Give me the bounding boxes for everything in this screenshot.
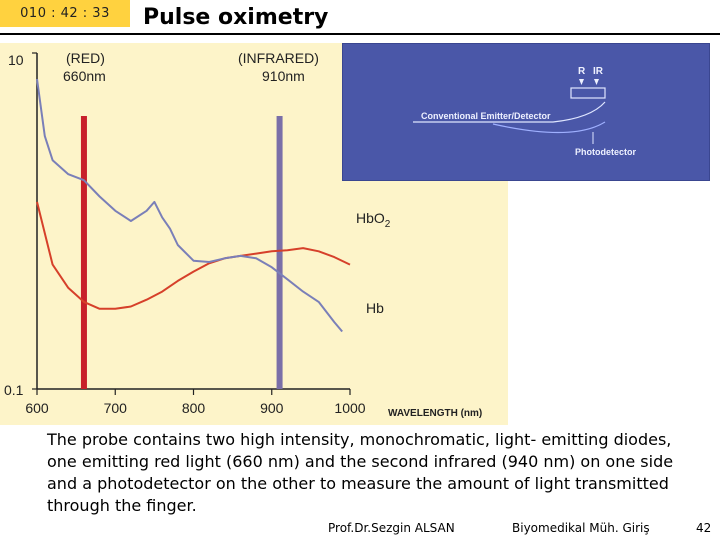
footer-author: Prof.Dr.Sezgin ALSAN: [328, 521, 455, 535]
x-tick-label-700: 700: [104, 400, 128, 416]
y-tick-label-bottom: 0.1: [4, 382, 24, 398]
footer-course: Biyomedikal Müh. Giriş: [512, 521, 650, 535]
series-label-hb: Hb: [366, 300, 384, 316]
x-tick-label-1000: 1000: [334, 400, 365, 416]
emitter-housing: [570, 87, 606, 99]
light-path-line: [492, 121, 606, 134]
y-tick-label-top: 10: [8, 52, 24, 68]
photodetector-label: Photodetector: [575, 147, 636, 157]
red-band-bar: [80, 116, 87, 389]
wavelength-bands: [80, 116, 283, 389]
series-lines: [36, 78, 351, 333]
slide-title: Pulse oximetry: [143, 5, 329, 30]
red-band-label: (RED): [66, 50, 105, 66]
timer-display: 010 : 42 : 33: [0, 0, 130, 27]
series-line-hbo2: [36, 201, 351, 310]
x-ticks: 600 700 800 900 1000: [25, 389, 366, 416]
x-tick-label-600: 600: [25, 400, 49, 416]
series-line-hb: [36, 78, 343, 333]
infrared-band-wavelength: 910nm: [262, 68, 305, 84]
series-label-hbo2: HbO2: [356, 210, 391, 230]
r-label: R: [578, 66, 586, 77]
infrared-band-label: (INFRARED): [238, 50, 319, 66]
ir-label: IR: [593, 66, 604, 77]
x-tick-label-800: 800: [182, 400, 206, 416]
title-rule: [0, 33, 720, 35]
footer-page-number: 42: [696, 521, 712, 535]
r-arrow-icon: [579, 79, 584, 85]
emitter-detector-svg: R IR Conventional Emitter/Detector Photo…: [413, 66, 636, 157]
red-band-wavelength: 660nm: [63, 68, 106, 84]
description-paragraph: The probe contains two high intensity, m…: [47, 430, 674, 515]
x-tick-label-900: 900: [260, 400, 284, 416]
finger-top-contour: [413, 101, 606, 123]
infrared-band-bar: [276, 116, 283, 389]
ir-arrow-icon: [594, 79, 599, 85]
x-axis-label: WAVELENGTH (nm): [388, 408, 482, 419]
emitter-detector-label: Conventional Emitter/Detector: [421, 111, 551, 121]
emitter-detector-diagram: R IR Conventional Emitter/Detector Photo…: [342, 43, 710, 181]
